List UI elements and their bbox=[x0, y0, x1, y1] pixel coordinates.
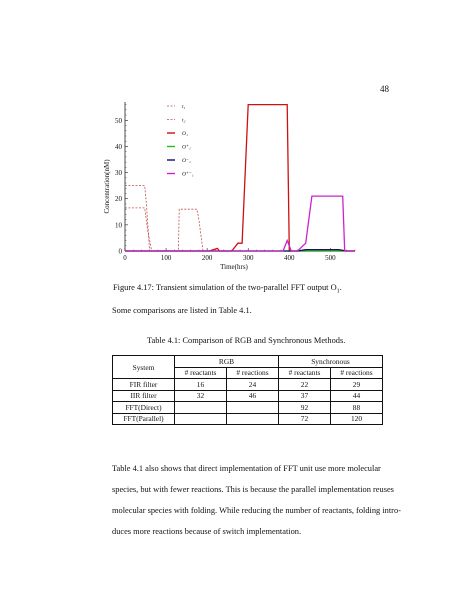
table-cell: 46 bbox=[226, 389, 279, 402]
table-header-row: System RGB Synchronous bbox=[112, 355, 383, 379]
table-cell: 92 bbox=[278, 401, 331, 414]
comparison-table: System RGB Synchronous # reactants # rea… bbox=[112, 355, 383, 425]
table-cell: 29 bbox=[330, 378, 383, 391]
system-cell: FFT(Direct) bbox=[112, 401, 175, 414]
y-axis-label: Concentration(nM) bbox=[103, 159, 111, 214]
paragraph-line: species, but with fewer reactions. This … bbox=[112, 485, 394, 494]
page-number: 48 bbox=[380, 84, 389, 94]
legend-label: O⁺⁻₁ bbox=[182, 172, 194, 178]
system-cell: FIR filter bbox=[112, 378, 175, 391]
transient-simulation-chart: 0 100 200 300 400 500 0 10 20 30 40 50 Time(hrs) Conc… bbox=[103, 102, 356, 271]
y-tick-label: 0 bbox=[119, 248, 123, 256]
table-row: IIR filter 32 46 37 44 bbox=[112, 389, 383, 402]
table-cell bbox=[226, 412, 279, 425]
y-tick-label: 40 bbox=[115, 143, 123, 151]
y-tick-label: 10 bbox=[115, 221, 123, 229]
series-line bbox=[125, 207, 355, 252]
subheader-cell: # reactants bbox=[278, 366, 331, 379]
y-tick-label: 50 bbox=[115, 117, 123, 125]
synchronous-header: Synchronous bbox=[278, 355, 383, 368]
chart-legend: t₁ t₂ O₁ O⁺₁ O⁻₁ O⁺⁻₁ bbox=[167, 104, 194, 178]
system-cell: IIR filter bbox=[112, 389, 175, 402]
table-cell: 37 bbox=[278, 389, 331, 402]
x-axis-label: Time(hrs) bbox=[220, 263, 248, 271]
table-cell: 22 bbox=[278, 378, 331, 391]
table-row: FIR filter 16 24 22 29 bbox=[112, 378, 383, 391]
table-cell: 32 bbox=[174, 389, 227, 402]
chart-axes: 0 100 200 300 400 500 0 10 20 30 40 50 Time(hrs) Conc… bbox=[103, 102, 356, 271]
table-cell: 72 bbox=[278, 412, 331, 425]
table-subheader-row: # reactants # reactions # reactants # re… bbox=[113, 366, 383, 379]
table-cell bbox=[174, 401, 227, 414]
table-caption: Table 4.1: Comparison of RGB and Synchro… bbox=[147, 336, 346, 345]
body-paragraph: Table 4.1 also shows that direct impleme… bbox=[112, 458, 401, 542]
figure-caption: Figure 4.17: Transient simulation of the… bbox=[113, 283, 342, 295]
table-row: FFT(Direct) 92 88 bbox=[112, 401, 383, 414]
subheader-cell: # reactions bbox=[330, 366, 383, 379]
table-row: FFT(Parallel) 72 120 bbox=[112, 412, 383, 425]
legend-label: O⁺₁ bbox=[182, 145, 191, 151]
series-line bbox=[125, 195, 355, 252]
legend-label: t₂ bbox=[182, 118, 186, 124]
x-tick-label: 300 bbox=[243, 254, 254, 262]
subheader-cell: # reactants bbox=[174, 366, 227, 379]
table-cell bbox=[226, 401, 279, 414]
figure-caption-subscript: 1 bbox=[336, 288, 340, 295]
chart-plot-area bbox=[125, 103, 355, 252]
x-tick-label: 100 bbox=[161, 254, 172, 262]
system-header: System bbox=[112, 355, 175, 379]
series-line bbox=[125, 185, 355, 252]
system-cell: FFT(Parallel) bbox=[112, 412, 175, 425]
y-tick-label: 20 bbox=[115, 195, 123, 203]
y-tick-label: 30 bbox=[115, 169, 123, 177]
table-cell bbox=[174, 412, 227, 425]
x-tick-label: 0 bbox=[123, 254, 127, 262]
intro-text: Some comparisons are listed in Table 4.1… bbox=[112, 306, 252, 315]
legend-label: O₁ bbox=[182, 131, 188, 137]
series-line bbox=[125, 103, 355, 252]
figure-caption-end: . bbox=[339, 283, 342, 292]
x-tick-label: 200 bbox=[202, 254, 213, 262]
legend-label: O⁻₁ bbox=[182, 158, 191, 164]
paragraph-line: molecular species with folding. While re… bbox=[112, 506, 401, 515]
table-cell: 24 bbox=[226, 378, 279, 391]
table-cell: 44 bbox=[330, 389, 383, 402]
table-cell: 16 bbox=[174, 378, 227, 391]
table-cell: 88 bbox=[330, 401, 383, 414]
rgb-header: RGB bbox=[174, 355, 279, 368]
paragraph-line: duces more reactions because of switch i… bbox=[112, 527, 302, 536]
x-tick-label: 500 bbox=[325, 254, 336, 262]
x-tick-label: 400 bbox=[284, 254, 295, 262]
figure-caption-text: Figure 4.17: Transient simulation of the… bbox=[113, 283, 337, 292]
subheader-cell: # reactions bbox=[226, 366, 279, 379]
table-cell: 120 bbox=[330, 412, 383, 425]
legend-label: t₁ bbox=[182, 104, 186, 110]
paragraph-line: Table 4.1 also shows that direct impleme… bbox=[112, 464, 381, 473]
